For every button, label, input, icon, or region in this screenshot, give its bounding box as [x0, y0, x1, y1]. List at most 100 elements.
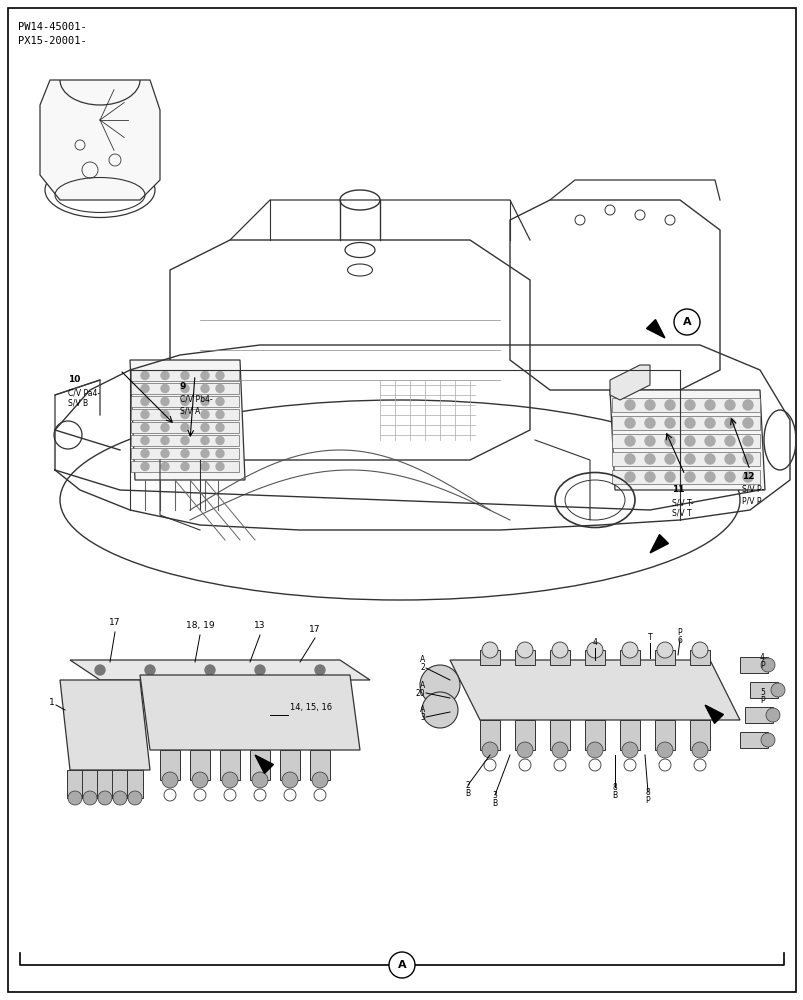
Circle shape: [664, 418, 675, 428]
Circle shape: [141, 410, 149, 418]
Bar: [310, 750, 329, 780]
Circle shape: [742, 454, 752, 464]
Bar: [479, 650, 499, 665]
Text: 3: 3: [420, 713, 425, 722]
Bar: [619, 650, 639, 665]
Circle shape: [282, 772, 298, 788]
Text: S/V A: S/V A: [180, 406, 200, 415]
Circle shape: [141, 371, 149, 379]
Text: P: P: [759, 696, 764, 705]
Circle shape: [141, 384, 149, 392]
Circle shape: [684, 436, 694, 446]
Circle shape: [552, 742, 567, 758]
Bar: [190, 750, 210, 780]
Bar: [739, 732, 767, 748]
Circle shape: [656, 742, 672, 758]
Text: 11: 11: [671, 485, 683, 494]
Text: A: A: [682, 317, 691, 327]
Circle shape: [664, 454, 675, 464]
Text: 9: 9: [180, 382, 186, 391]
Text: 8: 8: [645, 788, 650, 797]
Circle shape: [181, 450, 189, 458]
Circle shape: [704, 418, 714, 428]
Circle shape: [624, 418, 634, 428]
Circle shape: [622, 742, 638, 758]
Circle shape: [181, 424, 189, 432]
Bar: [131, 435, 238, 446]
Bar: [131, 409, 238, 420]
Circle shape: [684, 454, 694, 464]
Bar: [131, 461, 238, 472]
Circle shape: [644, 400, 654, 410]
Bar: [549, 650, 569, 665]
Bar: [619, 720, 639, 750]
Circle shape: [742, 400, 752, 410]
Bar: [160, 750, 180, 780]
Polygon shape: [609, 365, 649, 400]
Polygon shape: [60, 680, 150, 770]
Circle shape: [201, 384, 209, 392]
Bar: [611, 434, 759, 448]
Circle shape: [161, 371, 169, 379]
Circle shape: [216, 384, 224, 392]
Bar: [654, 720, 675, 750]
Circle shape: [724, 418, 734, 428]
Circle shape: [516, 642, 532, 658]
Circle shape: [161, 772, 177, 788]
Circle shape: [664, 436, 675, 446]
Text: P: P: [759, 661, 764, 670]
Polygon shape: [40, 80, 160, 200]
Circle shape: [684, 418, 694, 428]
Bar: [131, 396, 238, 407]
Text: PW14-45001-: PW14-45001-: [18, 22, 87, 32]
Polygon shape: [646, 320, 664, 338]
Text: P: P: [677, 628, 682, 637]
Circle shape: [181, 384, 189, 392]
Circle shape: [691, 742, 707, 758]
Circle shape: [644, 436, 654, 446]
Circle shape: [141, 397, 149, 406]
Circle shape: [161, 384, 169, 392]
Circle shape: [216, 371, 224, 379]
Circle shape: [704, 472, 714, 482]
Circle shape: [216, 462, 224, 471]
Circle shape: [673, 309, 699, 335]
Circle shape: [765, 708, 779, 722]
Text: 20: 20: [415, 689, 425, 698]
Text: 17: 17: [309, 625, 320, 634]
Circle shape: [201, 410, 209, 418]
Bar: [654, 650, 675, 665]
Text: A: A: [419, 705, 425, 714]
Circle shape: [742, 472, 752, 482]
Circle shape: [181, 397, 189, 406]
Text: S/V T: S/V T: [671, 509, 691, 518]
Circle shape: [205, 665, 214, 675]
Bar: [131, 383, 238, 394]
Text: PX15-20001-: PX15-20001-: [18, 36, 87, 46]
Text: S/V T-: S/V T-: [671, 498, 693, 507]
Circle shape: [552, 642, 567, 658]
Circle shape: [724, 472, 734, 482]
Text: B: B: [465, 789, 470, 798]
Text: B: B: [612, 791, 617, 800]
Circle shape: [161, 450, 169, 458]
Bar: [220, 750, 240, 780]
Text: C/V Pb4-: C/V Pb4-: [180, 395, 212, 404]
Text: 10: 10: [68, 375, 80, 384]
Circle shape: [389, 952, 414, 978]
Text: 14, 15, 16: 14, 15, 16: [290, 703, 332, 712]
Polygon shape: [130, 360, 245, 480]
Circle shape: [644, 418, 654, 428]
Bar: [611, 398, 759, 412]
Circle shape: [644, 454, 654, 464]
Circle shape: [315, 665, 324, 675]
Circle shape: [181, 410, 189, 418]
Circle shape: [141, 450, 149, 458]
Circle shape: [141, 424, 149, 432]
Circle shape: [586, 742, 602, 758]
Circle shape: [216, 397, 224, 406]
Bar: [744, 707, 772, 723]
Text: 17: 17: [109, 618, 120, 627]
Bar: [515, 650, 534, 665]
Bar: [131, 422, 238, 433]
